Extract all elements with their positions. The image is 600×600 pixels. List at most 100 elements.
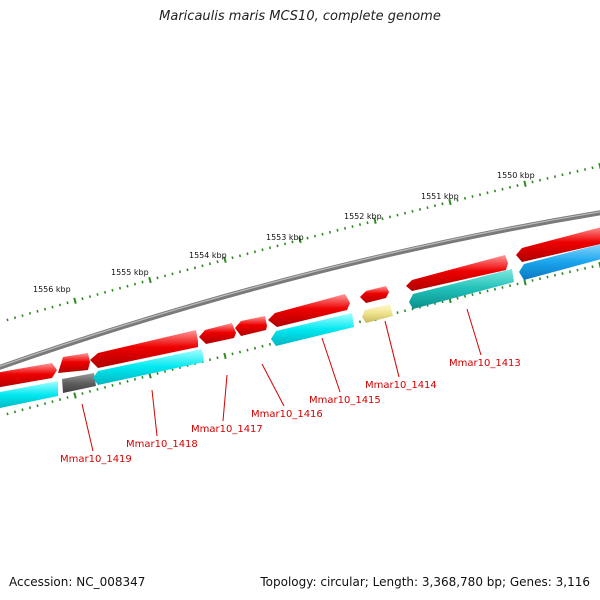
- kbp-label: 1555 kbp: [111, 268, 149, 277]
- minor-tick: [133, 282, 137, 286]
- minor-tick: [163, 274, 167, 278]
- gene-label[interactable]: Mmar10_1413: [449, 358, 521, 369]
- major-tick: [523, 180, 527, 187]
- major-tick: [298, 236, 302, 244]
- minor-tick: [81, 297, 84, 301]
- genome-backbone-highlight: [0, 211, 600, 367]
- minor-tick: [118, 286, 122, 290]
- minor-tick: [231, 256, 234, 260]
- minor-tick: [591, 166, 594, 170]
- minor-tick: [13, 410, 17, 414]
- gene-labels: Mmar10_1413 Mmar10_1414 Mmar10_1415 Mmar…: [60, 358, 521, 465]
- minor-tick: [268, 342, 272, 346]
- minor-tick: [141, 280, 144, 284]
- gene-label[interactable]: Mmar10_1418: [126, 439, 198, 450]
- minor-tick: [208, 262, 212, 266]
- minor-tick: [546, 177, 549, 180]
- minor-tick: [268, 246, 272, 250]
- minor-tick: [403, 211, 407, 215]
- minor-tick: [396, 213, 399, 217]
- gene-forward[interactable]: [268, 294, 350, 327]
- minor-tick: [478, 193, 482, 197]
- minor-tick: [411, 307, 414, 311]
- minor-tick: [538, 178, 542, 182]
- minor-tick: [43, 307, 47, 311]
- gene-label[interactable]: Mmar10_1416: [251, 409, 323, 420]
- minor-tick: [486, 191, 489, 195]
- gene-forward[interactable]: [90, 330, 198, 368]
- kbp-labels: 1550 kbp 1551 kbp 1552 kbp 1553 kbp 1554…: [33, 171, 535, 294]
- topology-text: Topology: circular; Length: 3,368,780 bp…: [260, 575, 590, 589]
- minor-tick: [126, 284, 129, 288]
- gene-forward[interactable]: [406, 255, 508, 291]
- gene-forward[interactable]: [199, 323, 236, 344]
- minor-tick: [111, 288, 114, 292]
- minor-tick: [58, 303, 62, 307]
- gene-reverse[interactable]: [271, 313, 354, 346]
- major-tick: [373, 217, 377, 224]
- minor-tick: [81, 392, 84, 395]
- minor-tick: [583, 267, 587, 270]
- minor-tick: [501, 286, 504, 289]
- minor-tick: [508, 284, 512, 288]
- minor-tick: [531, 279, 534, 282]
- minor-tick: [426, 206, 429, 209]
- minor-tick: [561, 272, 564, 275]
- gene-reverse[interactable]: [409, 269, 514, 309]
- gene-pseudo[interactable]: [362, 304, 393, 323]
- minor-tick: [456, 296, 459, 300]
- callout-line: [384, 320, 400, 378]
- minor-tick: [441, 202, 444, 206]
- gene-label[interactable]: Mmar10_1417: [191, 424, 263, 435]
- minor-tick: [141, 376, 144, 379]
- minor-tick: [238, 350, 242, 354]
- gene-label[interactable]: Mmar10_1419: [60, 454, 132, 465]
- minor-tick: [276, 244, 279, 248]
- gene-reverse[interactable]: [519, 243, 600, 280]
- minor-tick: [21, 314, 24, 317]
- minor-tick: [216, 356, 219, 360]
- minor-tick: [193, 266, 197, 270]
- gene-forward[interactable]: [58, 353, 90, 373]
- minor-tick: [246, 348, 249, 352]
- gene-forward[interactable]: [360, 286, 389, 303]
- minor-tick: [6, 318, 9, 322]
- minor-tick: [111, 384, 114, 387]
- minor-tick: [411, 209, 414, 213]
- minor-tick: [516, 184, 519, 187]
- minor-tick: [216, 260, 219, 264]
- gene-reverse[interactable]: [0, 381, 58, 409]
- gene-label[interactable]: Mmar10_1415: [309, 395, 381, 406]
- callout-line: [81, 403, 94, 452]
- minor-tick: [403, 309, 407, 313]
- minor-tick: [456, 198, 459, 202]
- minor-tick: [433, 204, 437, 208]
- gene-pseudo[interactable]: [62, 373, 96, 393]
- gene-label[interactable]: Mmar10_1414: [365, 380, 437, 391]
- callout-line: [151, 389, 158, 437]
- minor-tick: [336, 228, 339, 232]
- major-tick: [73, 297, 77, 304]
- minor-tick: [36, 309, 39, 313]
- minor-tick: [471, 195, 474, 198]
- gene-forward[interactable]: [0, 363, 57, 388]
- accession-text: Accession: NC_008347: [9, 575, 146, 589]
- minor-tick: [126, 380, 129, 383]
- minor-tick: [508, 185, 512, 189]
- gene-forward[interactable]: [235, 316, 267, 336]
- minor-tick: [238, 254, 242, 258]
- minor-tick: [313, 234, 317, 238]
- minor-tick: [13, 316, 17, 320]
- minor-tick: [28, 406, 32, 410]
- gene-reverse[interactable]: [93, 349, 204, 385]
- major-tick: [223, 352, 227, 360]
- minor-tick: [583, 168, 587, 171]
- minor-tick: [568, 171, 572, 175]
- minor-tick: [283, 242, 287, 246]
- minor-tick: [576, 268, 579, 272]
- minor-tick: [553, 175, 557, 178]
- minor-tick: [358, 223, 362, 226]
- minor-tick: [51, 305, 54, 309]
- gene-forward[interactable]: [516, 226, 600, 262]
- minor-tick: [58, 398, 62, 401]
